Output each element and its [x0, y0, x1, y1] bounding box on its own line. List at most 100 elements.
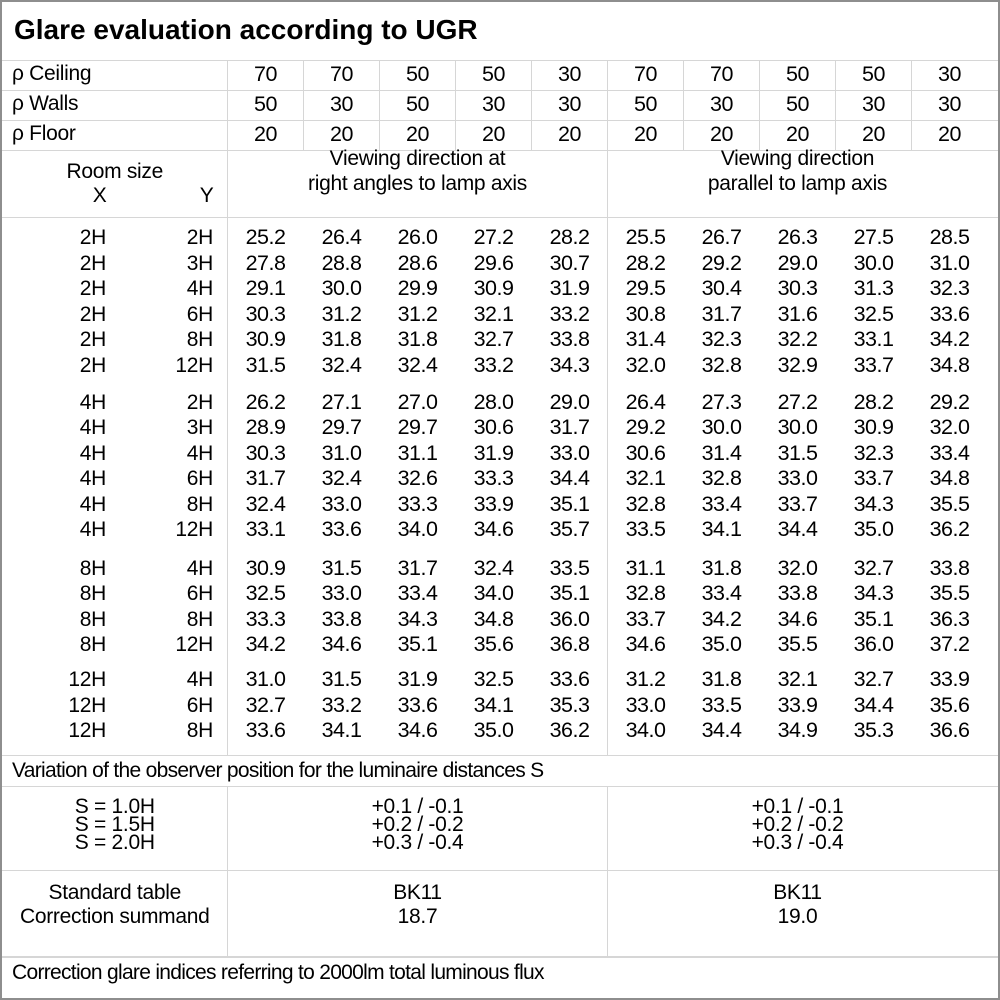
reflectance-value: 30	[482, 91, 505, 116]
room-y-value: 6H	[186, 467, 214, 491]
grid-vline	[682, 59, 685, 150]
ugr-value: 35.6	[929, 692, 970, 717]
room-size-label: Room size	[66, 159, 164, 183]
room-y-value: 8H	[186, 719, 214, 743]
ugr-value: 31.6	[777, 301, 818, 326]
ugr-row: 4H 12H 33.1 33.6 34.0 34.6 35.7 33.5 34.1 34.4 35.…	[0, 517, 1000, 543]
room-x-value: 12H	[68, 719, 106, 743]
ugr-value: 30.9	[245, 327, 286, 352]
ugr-value: 27.5	[853, 225, 894, 250]
reflectance-row: ρ Floor 20 20 20 20 20 20 20 20 20 20	[0, 119, 1000, 149]
viewing-parallel-header: Viewing direction parallel to lamp axis	[608, 146, 988, 197]
ugr-value: 27.1	[321, 389, 362, 414]
ugr-value: 31.1	[625, 555, 666, 580]
ugr-value: 35.0	[853, 517, 894, 542]
ugr-value: 32.4	[321, 466, 362, 491]
ugr-value: 32.0	[625, 352, 666, 377]
ugr-row: 2H 2H 25.2 26.4 26.0 27.2 28.2 25.5 26.7 26.3 27.5…	[0, 225, 1000, 251]
ugr-value: 35.5	[929, 581, 970, 606]
ugr-value: 29.2	[625, 415, 666, 440]
ugr-value: 32.8	[625, 581, 666, 606]
ugr-value: 35.1	[853, 606, 894, 631]
ugr-value: 34.4	[549, 466, 590, 491]
grid-hline	[2, 754, 998, 757]
ugr-value: 31.8	[321, 327, 362, 352]
ugr-value: 30.6	[473, 415, 514, 440]
ugr-value: 31.5	[245, 352, 286, 377]
ugr-value: 32.7	[473, 327, 514, 352]
ugr-table-body: 2H 2H 25.2 26.4 26.0 27.2 28.2 25.5 26.7 26.3 27.5…	[0, 218, 1000, 744]
room-x-value: 4H	[79, 390, 107, 414]
ugr-value: 30.0	[321, 276, 362, 301]
viewing-right-angles-line2: right angles to lamp axis	[308, 172, 527, 196]
ugr-value: 35.7	[549, 517, 590, 542]
ugr-value: 32.3	[701, 327, 742, 352]
reflectance-row: ρ Walls 50 30 50 30 30 50 30 50 30 30	[0, 89, 1000, 119]
correction-summand-right-angles: 18.7	[397, 905, 438, 929]
reflectance-value: 50	[786, 61, 809, 86]
ugr-value: 30.6	[625, 440, 666, 465]
grid-hline	[2, 119, 998, 121]
room-y-value: 2H	[186, 390, 214, 414]
grid-hline	[2, 869, 998, 872]
room-y-value: 3H	[186, 416, 214, 440]
ugr-value: 27.2	[473, 225, 514, 250]
ugr-value: 34.0	[625, 718, 666, 743]
ugr-value: 33.4	[701, 581, 742, 606]
ugr-value: 35.0	[473, 718, 514, 743]
room-y-value: 3H	[186, 251, 214, 275]
room-x-value: 8H	[79, 582, 107, 606]
reflectance-value: 20	[406, 121, 429, 146]
grid-hline	[2, 89, 998, 91]
ugr-value: 32.2	[777, 327, 818, 352]
room-y-value: 4H	[186, 556, 214, 580]
ugr-value: 33.5	[625, 517, 666, 542]
ugr-value: 33.9	[473, 491, 514, 516]
ugr-value: 33.3	[397, 491, 438, 516]
reflectance-value: 50	[254, 91, 277, 116]
viewing-right-angles-header: Viewing direction at right angles to lamp…	[228, 146, 608, 197]
reflectance-value: 50	[406, 61, 429, 86]
s-corrections-right-angles: +0.1 / -0.1 +0.2 / -0.2 +0.3 / -0.4	[228, 796, 608, 855]
ugr-value: 32.8	[701, 352, 742, 377]
grid-hline	[2, 956, 998, 958]
ugr-value: 30.7	[549, 250, 590, 275]
ugr-value: 34.8	[929, 352, 970, 377]
reflectance-value: 70	[710, 61, 733, 86]
ugr-value: 28.2	[625, 250, 666, 275]
room-y-value: 8H	[186, 328, 214, 352]
variation-note: Variation of the observer position for t…	[12, 759, 544, 783]
ugr-value: 31.8	[397, 327, 438, 352]
reflectance-value: 50	[634, 91, 657, 116]
ugr-value: 32.1	[777, 667, 818, 692]
grid-vline	[530, 59, 533, 150]
reflectance-value: 20	[786, 121, 809, 146]
ugr-value: 34.0	[473, 581, 514, 606]
ugr-value: 36.3	[929, 606, 970, 631]
room-y-value: 4H	[186, 277, 214, 301]
s-correction-parallel: +0.3 / -0.4	[751, 831, 844, 855]
ugr-value: 26.7	[701, 225, 742, 250]
ugr-value: 31.7	[397, 555, 438, 580]
ugr-value: 33.7	[853, 352, 894, 377]
ugr-value: 30.3	[245, 440, 286, 465]
ugr-value: 33.7	[853, 466, 894, 491]
ugr-value: 35.5	[777, 632, 818, 657]
ugr-row: 4H 8H 32.4 33.0 33.3 33.9 35.1 32.8 33.4 33.7 34.3…	[0, 492, 1000, 518]
ugr-row: 2H 3H 27.8 28.8 28.6 29.6 30.7 28.2 29.2 29.0 30.0…	[0, 251, 1000, 277]
ugr-value: 32.8	[701, 466, 742, 491]
grid-vline	[226, 786, 229, 957]
s-correction-right-angles: +0.3 / -0.4	[371, 831, 464, 855]
ugr-value: 29.0	[777, 250, 818, 275]
ugr-row: 8H 6H 32.5 33.0 33.4 34.0 35.1 32.8 33.4 33.8 34.3…	[0, 581, 1000, 607]
ugr-value: 28.9	[245, 415, 286, 440]
ugr-value: 28.8	[321, 250, 362, 275]
ugr-value: 36.2	[929, 517, 970, 542]
ugr-row: 12H 4H 31.0 31.5 31.9 32.5 33.6 31.2 31.8 32.1 32.…	[0, 667, 1000, 693]
room-y-value: 4H	[186, 668, 214, 692]
grid-hline	[2, 216, 998, 219]
ugr-value: 34.3	[549, 352, 590, 377]
ugr-value: 29.7	[321, 415, 362, 440]
